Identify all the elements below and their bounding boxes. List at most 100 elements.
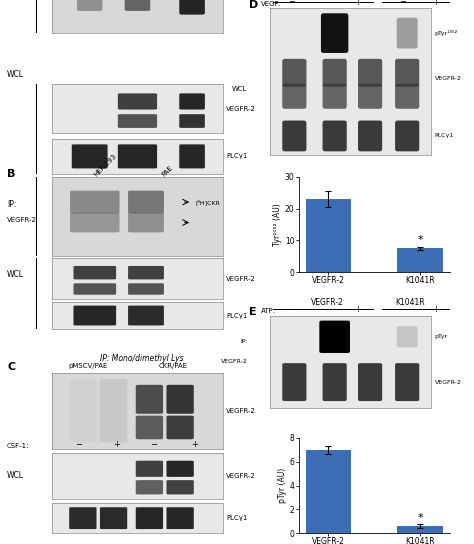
Text: +: + [113, 440, 119, 449]
FancyBboxPatch shape [136, 461, 163, 477]
Text: VEGFR-2: VEGFR-2 [7, 217, 37, 223]
Text: IP: Mono/dimethyl Lys: IP: Mono/dimethyl Lys [100, 354, 184, 363]
Text: B: B [7, 169, 16, 178]
Y-axis label: Tyr¹⁰⁵² (AU): Tyr¹⁰⁵² (AU) [273, 203, 282, 246]
Text: VEGFR-2: VEGFR-2 [221, 359, 247, 364]
Text: PLCγ1: PLCγ1 [226, 312, 247, 319]
FancyBboxPatch shape [395, 59, 419, 86]
FancyBboxPatch shape [73, 266, 116, 280]
Bar [306, 199, 352, 272]
FancyBboxPatch shape [73, 306, 116, 325]
FancyBboxPatch shape [397, 18, 418, 48]
FancyBboxPatch shape [128, 283, 164, 295]
Text: ATP:: ATP: [261, 308, 276, 314]
Text: WCL: WCL [7, 471, 24, 480]
FancyBboxPatch shape [69, 379, 97, 442]
Text: PLCγ1: PLCγ1 [226, 515, 247, 521]
Text: pTyr: pTyr [435, 335, 448, 339]
Text: VEGFR-2: VEGFR-2 [310, 298, 344, 307]
Text: D: D [249, 0, 258, 10]
Y-axis label: pTyr (AU): pTyr (AU) [278, 468, 287, 503]
FancyBboxPatch shape [72, 144, 108, 169]
FancyBboxPatch shape [397, 326, 418, 348]
Bar [397, 248, 443, 272]
FancyBboxPatch shape [166, 385, 194, 414]
FancyBboxPatch shape [282, 59, 306, 86]
FancyBboxPatch shape [179, 144, 205, 169]
FancyBboxPatch shape [69, 507, 97, 529]
FancyBboxPatch shape [179, 94, 205, 109]
Text: +: + [191, 440, 198, 449]
FancyBboxPatch shape [136, 480, 163, 494]
FancyBboxPatch shape [322, 84, 347, 109]
Text: VEGFR-2: VEGFR-2 [226, 407, 256, 414]
FancyBboxPatch shape [73, 283, 116, 295]
FancyBboxPatch shape [128, 306, 164, 325]
FancyBboxPatch shape [282, 84, 306, 109]
Text: +: + [355, 305, 361, 314]
Text: PLCγ1: PLCγ1 [226, 153, 247, 159]
Text: E: E [249, 307, 256, 317]
Text: −: − [288, 0, 295, 7]
FancyBboxPatch shape [395, 121, 419, 151]
FancyBboxPatch shape [322, 363, 347, 401]
Text: K1041R: K1041R [395, 298, 425, 307]
Text: CSF-1:: CSF-1: [7, 443, 29, 449]
FancyBboxPatch shape [282, 121, 306, 151]
Bar [306, 450, 352, 533]
FancyBboxPatch shape [100, 507, 127, 529]
FancyBboxPatch shape [136, 385, 163, 414]
FancyBboxPatch shape [319, 320, 350, 353]
Text: −: − [400, 305, 406, 314]
FancyBboxPatch shape [70, 190, 119, 213]
Text: VEGFR-2: VEGFR-2 [226, 106, 256, 112]
Text: CKR/PAE: CKR/PAE [158, 363, 188, 369]
Text: VEGFR-2: VEGFR-2 [435, 76, 461, 81]
Text: −: − [288, 305, 295, 314]
FancyBboxPatch shape [125, 0, 150, 11]
Text: WCL: WCL [7, 270, 24, 279]
Text: +: + [355, 0, 361, 7]
Text: *: * [418, 513, 423, 523]
FancyBboxPatch shape [322, 59, 347, 86]
FancyBboxPatch shape [136, 416, 163, 440]
Text: VEGFR-2: VEGFR-2 [435, 380, 461, 385]
FancyBboxPatch shape [395, 84, 419, 109]
FancyBboxPatch shape [166, 507, 194, 529]
FancyBboxPatch shape [358, 84, 382, 109]
Bar [397, 526, 443, 533]
FancyBboxPatch shape [166, 461, 194, 477]
Text: −: − [400, 0, 406, 7]
FancyBboxPatch shape [77, 0, 102, 11]
FancyBboxPatch shape [118, 114, 157, 128]
FancyBboxPatch shape [128, 213, 164, 232]
Text: C: C [7, 362, 15, 372]
FancyBboxPatch shape [322, 121, 347, 151]
FancyBboxPatch shape [395, 363, 419, 401]
FancyBboxPatch shape [179, 114, 205, 128]
FancyBboxPatch shape [118, 144, 157, 169]
FancyBboxPatch shape [282, 363, 306, 401]
FancyBboxPatch shape [136, 507, 163, 529]
FancyBboxPatch shape [118, 94, 157, 109]
FancyBboxPatch shape [128, 190, 164, 213]
Text: *: * [418, 235, 423, 245]
Text: VEGFR-2: VEGFR-2 [226, 473, 256, 479]
Text: −: − [75, 440, 82, 449]
FancyBboxPatch shape [166, 416, 194, 440]
Text: +: + [433, 305, 439, 314]
FancyBboxPatch shape [70, 213, 119, 232]
Text: WCL: WCL [7, 70, 24, 79]
Text: [³H]CKR: [³H]CKR [195, 199, 220, 205]
Text: PLCγ1: PLCγ1 [435, 133, 454, 138]
Text: pTyr¹⁰⁵²: pTyr¹⁰⁵² [435, 30, 458, 36]
Text: +: + [433, 0, 439, 7]
FancyBboxPatch shape [128, 266, 164, 280]
FancyBboxPatch shape [166, 480, 194, 494]
Text: HEK-293: HEK-293 [92, 153, 118, 178]
Text: VEGFR-2: VEGFR-2 [226, 276, 256, 282]
Text: IP:: IP: [7, 200, 17, 209]
FancyBboxPatch shape [100, 379, 127, 442]
FancyBboxPatch shape [358, 59, 382, 86]
Text: PAE: PAE [161, 165, 174, 178]
